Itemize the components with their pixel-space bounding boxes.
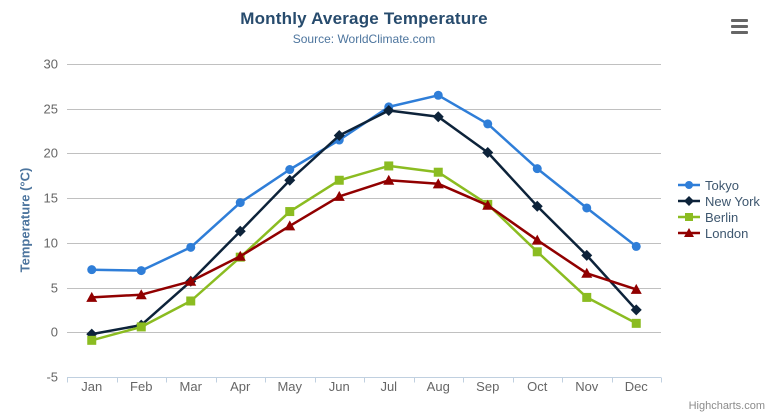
legend-marker-berlin[interactable] <box>685 213 693 221</box>
series-line-new-york <box>90 109 638 336</box>
data-point-new-york[interactable] <box>333 130 345 142</box>
legend-symbol-circle-icon <box>678 181 700 189</box>
data-point-tokyo[interactable] <box>631 241 641 251</box>
data-point-new-york[interactable] <box>531 200 543 212</box>
data-point-new-york[interactable] <box>432 111 444 123</box>
y-axis-tick-label: 20 <box>44 146 58 161</box>
data-point-berlin[interactable] <box>384 161 394 171</box>
data-point-london[interactable] <box>531 234 543 245</box>
legend-label: Tokyo <box>705 177 739 193</box>
data-point-tokyo[interactable] <box>186 242 196 252</box>
legend-item-new-york[interactable]: New York <box>678 193 760 209</box>
x-axis-tick-label: Oct <box>527 379 548 394</box>
data-point-new-york[interactable] <box>482 147 494 159</box>
y-axis-tick-label: 15 <box>44 191 58 206</box>
data-point-berlin[interactable] <box>631 318 641 328</box>
credits-link[interactable]: Highcharts.com <box>688 400 765 412</box>
hamburger-bar <box>731 31 748 34</box>
data-point-berlin[interactable] <box>87 335 97 345</box>
data-point-london[interactable] <box>234 250 246 261</box>
legend-marker-london[interactable] <box>684 228 694 237</box>
legend: Tokyo New York Berlin London <box>678 177 760 241</box>
data-point-berlin[interactable] <box>186 296 196 306</box>
legend-marker-tokyo[interactable] <box>685 181 693 189</box>
series-line-tokyo <box>90 94 638 272</box>
data-point-tokyo[interactable] <box>285 165 295 175</box>
x-axis-tick-label: Apr <box>230 379 251 394</box>
legend-label: New York <box>705 193 760 209</box>
data-point-tokyo[interactable] <box>483 119 493 129</box>
x-axis-tick-label: Nov <box>575 379 599 394</box>
x-axis-tick-label: May <box>277 379 302 394</box>
y-axis-tick-label: 25 <box>44 102 58 117</box>
x-axis-tick-label: Aug <box>427 379 450 394</box>
y-axis-tick-label: 5 <box>51 281 58 296</box>
data-point-new-york[interactable] <box>581 249 593 261</box>
legend-symbol-triangle-icon <box>678 228 700 237</box>
data-point-london[interactable] <box>482 199 494 210</box>
data-point-new-york[interactable] <box>234 225 246 237</box>
chart-subtitle: Source: WorldClimate.com <box>292 32 436 46</box>
legend-item-london[interactable]: London <box>678 225 760 241</box>
data-point-tokyo[interactable] <box>235 198 245 208</box>
data-point-berlin[interactable] <box>433 167 443 177</box>
data-point-tokyo[interactable] <box>87 265 97 275</box>
data-point-new-york[interactable] <box>630 304 642 316</box>
data-point-tokyo[interactable] <box>433 90 443 100</box>
data-point-berlin[interactable] <box>285 207 295 217</box>
x-axis-tick-label: Jul <box>380 379 397 394</box>
x-axis-tick-label: Mar <box>180 379 203 394</box>
data-point-london[interactable] <box>581 267 593 278</box>
x-axis-tick-label: Dec <box>625 379 649 394</box>
legend-symbol-square-icon <box>678 213 700 221</box>
data-point-tokyo[interactable] <box>532 164 542 174</box>
data-point-london[interactable] <box>185 275 197 286</box>
legend-marker-new-york[interactable] <box>684 196 694 206</box>
legend-label: London <box>705 225 749 241</box>
data-point-new-york[interactable] <box>383 105 395 117</box>
data-point-london[interactable] <box>86 291 98 302</box>
data-point-tokyo[interactable] <box>582 203 592 213</box>
data-point-berlin[interactable] <box>136 322 146 332</box>
y-axis-tick-label: 0 <box>51 325 58 340</box>
hamburger-bar <box>731 19 748 22</box>
data-point-tokyo[interactable] <box>136 266 146 276</box>
legend-item-berlin[interactable]: Berlin <box>678 209 760 225</box>
x-axis-tick-label: Jan <box>81 379 102 394</box>
x-axis-tick-label: Feb <box>130 379 152 394</box>
data-point-new-york[interactable] <box>284 174 296 186</box>
y-axis-tick-label: 30 <box>44 57 58 72</box>
x-axis-tick-label: Jun <box>329 379 350 394</box>
hamburger-menu-icon[interactable] <box>731 19 748 34</box>
x-axis-tick-label: Sep <box>476 379 499 394</box>
data-point-london[interactable] <box>630 283 642 294</box>
hamburger-bar <box>731 25 748 28</box>
y-axis-tick-label: -5 <box>46 370 58 385</box>
data-point-berlin[interactable] <box>532 247 542 257</box>
data-point-london[interactable] <box>284 220 296 231</box>
series-line-berlin <box>90 164 638 342</box>
series-line-london <box>90 179 638 299</box>
data-point-london[interactable] <box>333 190 345 201</box>
legend-item-tokyo[interactable]: Tokyo <box>678 177 760 193</box>
data-point-london[interactable] <box>383 174 395 185</box>
data-point-berlin[interactable] <box>582 292 592 302</box>
legend-label: Berlin <box>705 209 739 225</box>
chart-title: Monthly Average Temperature <box>240 9 488 28</box>
y-axis-tick-label: 10 <box>44 236 58 251</box>
data-point-berlin[interactable] <box>334 175 344 185</box>
data-point-london[interactable] <box>135 289 147 300</box>
data-point-london[interactable] <box>432 178 444 189</box>
legend-symbol-diamond-icon <box>678 196 700 206</box>
